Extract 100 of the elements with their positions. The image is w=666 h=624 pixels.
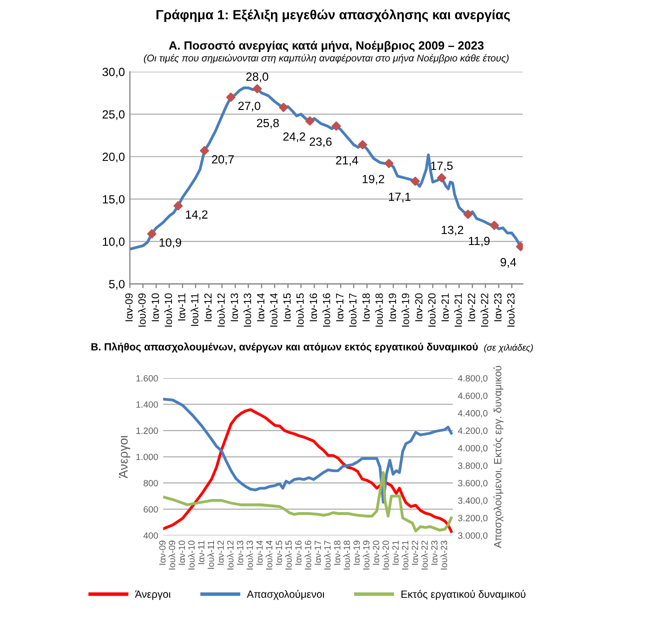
x-tick-label: Ιαν-10 xyxy=(152,293,159,322)
y2-tick-label: 3.200,0 xyxy=(458,514,488,522)
x-tick-label: Ιαν-10 xyxy=(178,540,186,565)
x-tick-label: Ιουλ-11 xyxy=(207,540,214,569)
point xyxy=(252,84,262,94)
x-tick-label: Ιαν-19 xyxy=(353,540,360,565)
data-label: 9,4 xyxy=(500,258,516,268)
x-tick-label: Ιουλ-16 xyxy=(322,293,330,327)
x-tick-label: Ιαν-11 xyxy=(178,293,186,320)
x-tick-label: Ιαν-15 xyxy=(276,540,282,565)
y2-tick-label: 4.000,0 xyxy=(458,445,488,452)
x-tick-label: Ιαν-09 xyxy=(125,293,133,322)
x-tick-label: Ιουλ-12 xyxy=(226,540,234,570)
x-tick-label: Ιαν-13 xyxy=(236,540,244,565)
text: (σε χιλιάδες) xyxy=(484,344,533,353)
point xyxy=(437,173,446,182)
x-tick-label: Ιουλ-19 xyxy=(362,540,370,570)
x-tick-label: Ιουλ-10 xyxy=(164,293,172,327)
y-tick-label: 800 xyxy=(144,480,158,486)
x-tick-label: Ιουλ-13 xyxy=(243,293,252,327)
data-label: 11,9 xyxy=(468,236,490,247)
data-label: 20,7 xyxy=(212,155,234,165)
x-tick-label: Ιαν-15 xyxy=(283,293,291,322)
x-tick-label: Ιουλ-20 xyxy=(382,540,389,570)
y-tick-label: 1.600 xyxy=(136,375,158,382)
y-tick-label: 400 xyxy=(143,532,158,539)
x-tick-label: Ιουλ-23 xyxy=(506,293,515,327)
x-tick-label: Ιουλ-21 xyxy=(402,540,408,570)
chart-title: Β. Πλήθος απασχολουμένων, ανέργων και ατόμων εκτός εργατικού δυναμικού xyxy=(91,342,478,353)
y-tick-label: 10,0 xyxy=(102,238,125,248)
x-tick-label: Ιαν-14 xyxy=(257,293,264,322)
point xyxy=(200,146,210,156)
x-tick-label: Ιουλ-16 xyxy=(304,540,312,570)
y2-axis-title: Απασχολούμενοι, Εκτός εργ. δυναμικού xyxy=(493,366,504,548)
x-tick-label: Ιαν-20 xyxy=(372,540,380,565)
line-series xyxy=(163,398,453,504)
legend-label: Άνεργοι xyxy=(134,590,171,600)
x-tick-label: Ιαν-21 xyxy=(441,293,449,322)
x-tick-label: Ιαν-21 xyxy=(392,540,399,565)
x-tick-label: Ιουλ-11 xyxy=(190,293,198,326)
y-tick-label: 5,0 xyxy=(109,280,125,290)
point xyxy=(358,140,368,150)
x-tick-label: Ιουλ-22 xyxy=(421,540,428,570)
data-label: 10,9 xyxy=(160,238,182,248)
x-tick-label: Ιουλ-23 xyxy=(440,540,448,570)
x-tick-label: Ιαν-17 xyxy=(336,293,344,322)
x-tick-label: Ιουλ-21 xyxy=(454,293,462,327)
chart-subtitle: (Οι τιμές που σημειώνονται στη καμπύλη αναφέρονται στο μήνα Νοέμβριο κάθε έτους) xyxy=(144,54,509,64)
x-tick-label: Ιουλ-20 xyxy=(428,293,436,327)
x-tick-label: Ιουλ-10 xyxy=(188,540,195,570)
x-tick-label: Ιουλ-09 xyxy=(168,540,176,570)
x-tick-label: Ιαν-13 xyxy=(230,293,238,322)
x-tick-label: Ιαν-20 xyxy=(415,293,422,322)
y2-tick-label: 3.600,0 xyxy=(458,480,488,488)
point xyxy=(278,102,288,112)
point xyxy=(384,158,394,168)
x-tick-label: Ιουλ-19 xyxy=(402,293,410,327)
text: Γράφημα 1: Εξέλιξη μεγεθών απασχόλησης και ανεργίας xyxy=(156,9,510,22)
x-tick-label: Ιαν-18 xyxy=(334,540,340,565)
line-series xyxy=(163,471,453,532)
x-tick-label: Ιουλ-17 xyxy=(324,540,331,570)
point xyxy=(463,210,473,219)
x-tick-label: Ιουλ-15 xyxy=(296,293,304,327)
x-tick-label: Ιαν-19 xyxy=(388,293,396,322)
point xyxy=(332,121,341,131)
y-tick-label: 25,0 xyxy=(102,110,125,120)
y2-tick-label: 4.600,0 xyxy=(458,392,488,400)
data-label: 21,4 xyxy=(336,156,358,166)
data-label: 25,8 xyxy=(256,118,279,129)
x-tick-label: Ιαν-09 xyxy=(159,540,166,565)
x-tick-label: Ιαν-23 xyxy=(494,293,502,322)
y2-tick-label: 3.000,0 xyxy=(458,532,488,540)
x-tick-label: Ιαν-16 xyxy=(310,293,318,322)
y2-tick-label: 3.400,0 xyxy=(458,497,488,505)
point xyxy=(147,229,156,238)
y2-tick-label: 3.800,0 xyxy=(458,462,488,470)
point xyxy=(305,116,314,126)
data-label: 17,1 xyxy=(389,192,411,202)
y2-tick-label: 4.800,0 xyxy=(458,375,488,383)
data-label: 17,5 xyxy=(431,162,453,172)
legend-label: Εκτός εργατικού δυναμικού xyxy=(401,590,526,600)
x-tick-label: Ιουλ-13 xyxy=(246,540,253,570)
x-tick-label: Ιουλ-09 xyxy=(138,293,146,327)
x-tick-label: Ιαν-12 xyxy=(204,293,212,322)
x-tick-label: Ιαν-23 xyxy=(431,540,438,565)
y2-tick-label: 4.400,0 xyxy=(458,410,488,418)
data-label: 23,6 xyxy=(310,137,332,148)
x-tick-label: Ιουλ-18 xyxy=(375,293,383,327)
data-label: 13,2 xyxy=(442,226,464,236)
point xyxy=(410,176,420,186)
y-tick-label: 1.400 xyxy=(136,401,158,408)
x-tick-label: Ιουλ-12 xyxy=(217,293,225,327)
y-axis-title: Άνεργοι xyxy=(118,436,130,478)
x-tick-label: Ιουλ-14 xyxy=(270,293,278,327)
y-tick-label: 600 xyxy=(144,506,158,513)
y-tick-label: 1.000 xyxy=(136,454,158,460)
legend-label: Απασχολούμενοι xyxy=(246,590,324,600)
line-series xyxy=(163,408,453,533)
y2-tick-label: 4.200,0 xyxy=(458,428,488,435)
data-label: 19,2 xyxy=(362,174,384,185)
